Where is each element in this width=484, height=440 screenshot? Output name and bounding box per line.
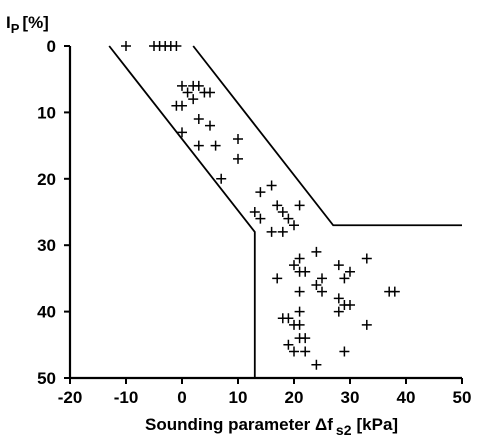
data-point — [339, 273, 350, 284]
y-tick-label: 50 — [37, 369, 56, 388]
data-point — [205, 120, 215, 131]
data-point — [210, 140, 221, 151]
data-point — [339, 346, 350, 357]
data-point — [283, 213, 294, 224]
data-point — [266, 226, 277, 237]
data-point — [255, 187, 266, 198]
x-tick-label: 20 — [285, 388, 304, 407]
data-point — [361, 253, 372, 264]
data-point — [216, 173, 227, 184]
y-axis-label: IP [%] — [6, 13, 49, 36]
data-point — [171, 41, 182, 51]
data-point — [272, 273, 283, 284]
data-point — [294, 286, 305, 297]
y-axis-label-sub: P — [11, 21, 20, 36]
data-point — [311, 280, 322, 291]
data-point — [300, 346, 311, 357]
y-tick-label: 20 — [37, 170, 56, 189]
x-axis-label-unit: [kPa] — [356, 415, 398, 434]
data-point — [289, 220, 299, 231]
data-point — [255, 213, 266, 224]
data-point — [317, 273, 327, 284]
x-axis-label-main: Sounding parameter Δf — [145, 415, 333, 434]
y-tick-label: 10 — [37, 103, 56, 122]
data-point — [294, 306, 305, 317]
data-point — [345, 299, 355, 310]
boundary-left-line — [108, 45, 256, 378]
x-tick-label: -20 — [58, 388, 83, 407]
data-point — [205, 87, 215, 98]
data-point — [283, 339, 294, 350]
data-point — [294, 200, 305, 211]
data-point — [289, 260, 299, 271]
data-point — [177, 80, 187, 91]
data-point — [193, 114, 204, 125]
data-point — [333, 306, 344, 317]
data-point — [361, 319, 372, 330]
data-point — [233, 133, 243, 144]
data-point — [233, 153, 243, 164]
data-point — [188, 94, 199, 105]
x-tick-label: 30 — [341, 388, 360, 407]
y-tick-label: 30 — [37, 236, 56, 255]
x-tick-label: 50 — [453, 388, 472, 407]
data-point — [300, 266, 311, 277]
data-point — [193, 140, 204, 151]
x-tick-label: 10 — [229, 388, 248, 407]
data-point — [277, 207, 288, 217]
data-point — [317, 286, 327, 297]
data-point — [333, 260, 344, 271]
data-point — [333, 293, 344, 304]
tick-labels: -20 -10 0 10 20 30 40 50 0 10 20 30 40 50 — [37, 37, 471, 407]
y-tick-label: 0 — [47, 37, 56, 56]
data-point — [345, 266, 355, 277]
zone-boundaries — [108, 45, 462, 378]
x-axis-label-sub: s2 — [336, 422, 352, 438]
x-tick-label: 0 — [177, 388, 186, 407]
data-point — [121, 41, 131, 51]
boundary-right-line — [192, 45, 462, 227]
data-point — [277, 226, 288, 237]
data-point — [171, 100, 182, 111]
y-axis-label-main: I — [6, 13, 11, 32]
data-point — [294, 333, 305, 344]
y-axis-label-unit: [%] — [22, 13, 48, 32]
data-point — [311, 359, 322, 370]
data-point — [289, 346, 299, 357]
y-tick-label: 40 — [37, 303, 56, 322]
data-point — [294, 319, 305, 330]
x-tick-label: 40 — [397, 388, 416, 407]
x-tick-label: -10 — [114, 388, 139, 407]
data-point — [193, 80, 204, 91]
data-point — [283, 313, 294, 324]
data-point — [266, 180, 277, 191]
data-point — [177, 127, 187, 138]
axes — [64, 45, 463, 384]
data-point — [249, 207, 260, 217]
data-point — [272, 200, 283, 211]
data-point — [389, 286, 400, 297]
data-points — [121, 41, 400, 370]
data-point — [294, 253, 305, 264]
x-axis-label: Sounding parameter Δf s2 [kPa] — [145, 415, 398, 438]
data-point — [182, 87, 193, 98]
data-point — [311, 246, 322, 257]
